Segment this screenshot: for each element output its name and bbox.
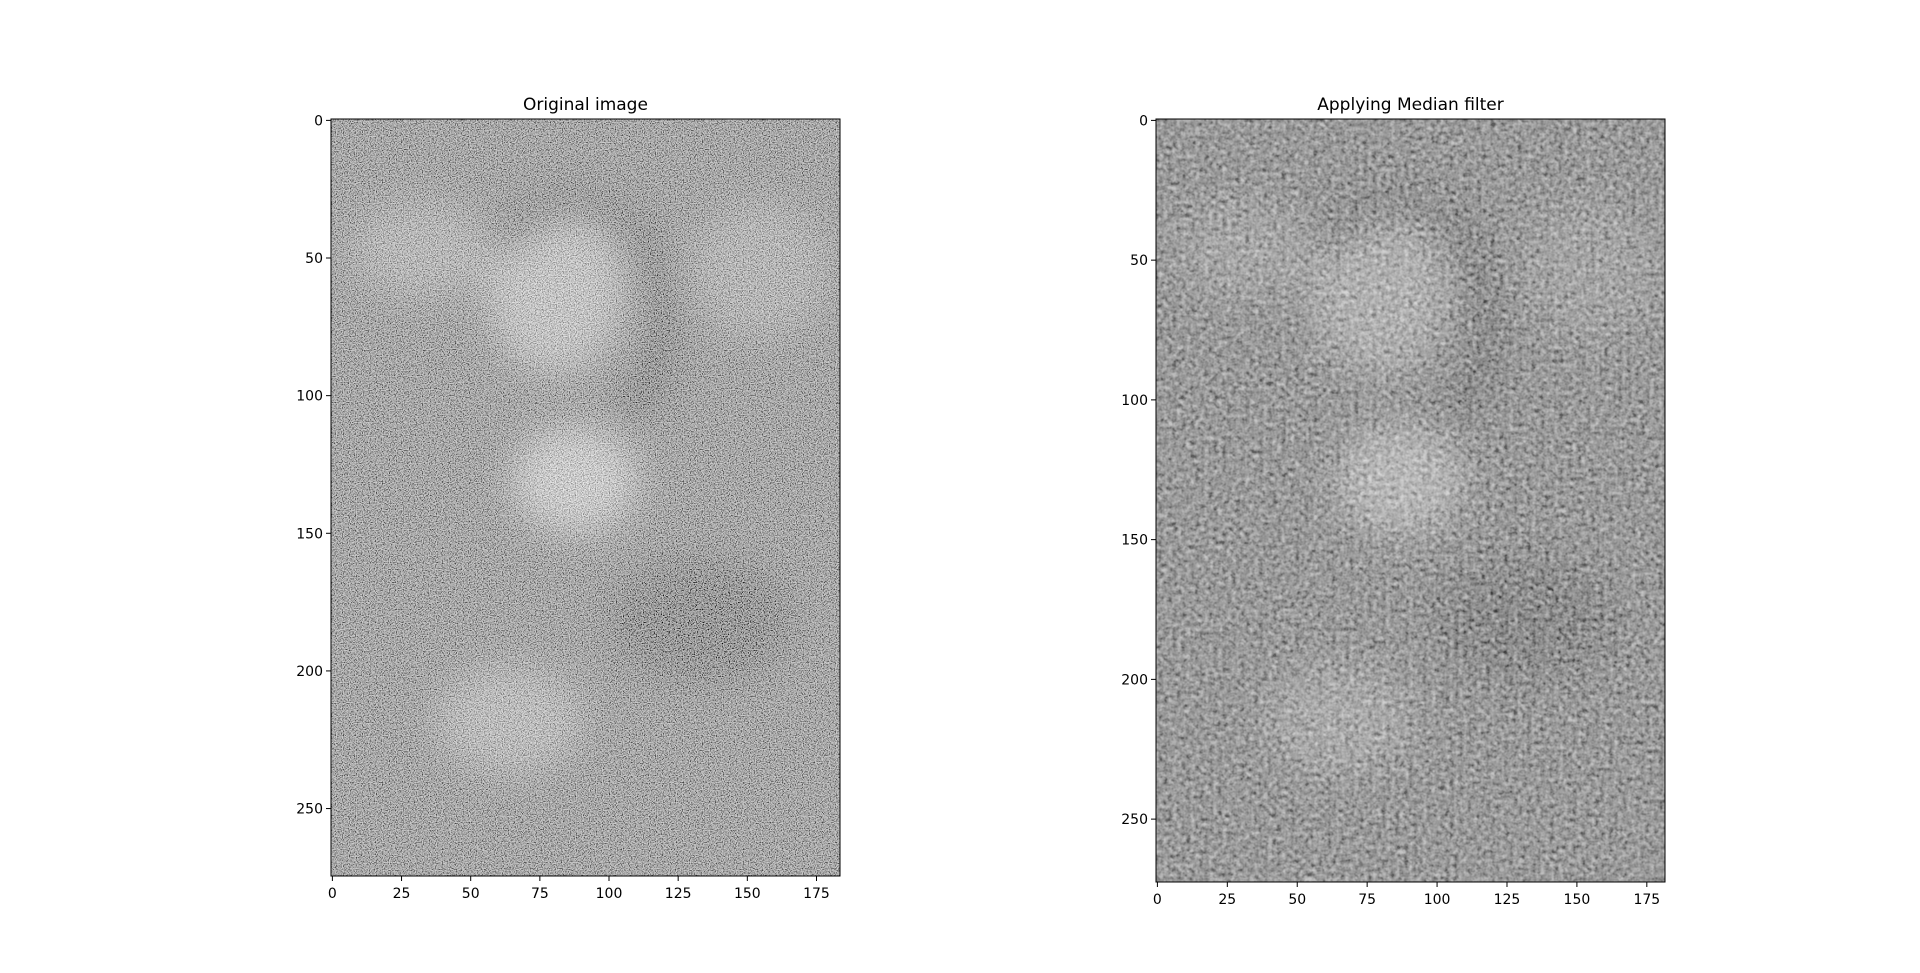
y-tick-label: 100 [296,389,323,405]
axes-frame [330,118,841,877]
x-tick-75: 75 [531,876,549,902]
x-tick-25: 25 [1218,882,1236,908]
x-tick-0: 0 [1153,882,1162,908]
y-tick-label: 0 [1139,113,1148,129]
y-tick-50: 50 [305,251,331,267]
x-tick-100: 100 [596,876,623,902]
x-tick-label: 175 [803,886,830,902]
x-tick-125: 125 [1494,882,1521,908]
y-tick-label: 100 [1121,393,1148,409]
x-tick-175: 175 [1633,882,1660,908]
panel-original: Original image 0 25 50 75 100 125 150 175 [296,95,841,902]
x-tick-50: 50 [462,876,480,902]
image-original [331,119,840,876]
y-tick-150: 150 [1121,533,1156,549]
y-tick-0: 0 [1139,113,1156,129]
x-tick-label: 100 [596,886,623,902]
x-axis: 0 25 50 75 100 125 150 175 [328,876,830,902]
y-tick-label: 250 [1121,812,1148,828]
x-tick-label: 150 [1564,892,1591,908]
x-tick-label: 25 [393,886,411,902]
x-axis: 0 25 50 75 100 125 150 175 [1153,882,1660,908]
y-axis: 0 50 100 150 200 250 [1121,113,1156,828]
x-tick-175: 175 [803,876,830,902]
y-tick-label: 150 [296,526,323,542]
x-tick-150: 150 [734,876,761,902]
x-tick-label: 0 [328,886,337,902]
panel-median: Applying Median filter 0 25 50 75 100 125 150 1… [1121,95,1666,908]
y-tick-100: 100 [1121,393,1156,409]
x-tick-125: 125 [665,876,692,902]
x-tick-0: 0 [328,876,337,902]
y-tick-100: 100 [296,389,331,405]
x-tick-label: 125 [1494,892,1521,908]
x-tick-75: 75 [1358,882,1376,908]
y-tick-50: 50 [1130,253,1156,269]
panel-title: Applying Median filter [1317,95,1503,115]
x-tick-label: 50 [462,886,480,902]
y-tick-label: 200 [1121,672,1148,688]
y-tick-200: 200 [296,664,331,680]
y-tick-250: 250 [1121,812,1156,828]
x-tick-label: 175 [1633,892,1660,908]
x-tick-label: 150 [734,886,761,902]
x-tick-label: 75 [1358,892,1376,908]
y-tick-label: 200 [296,664,323,680]
y-tick-200: 200 [1121,672,1156,688]
y-tick-label: 0 [314,113,323,129]
y-axis: 0 50 100 150 200 250 [296,113,331,818]
x-tick-label: 125 [665,886,692,902]
x-tick-label: 0 [1153,892,1162,908]
image-median [1156,119,1665,882]
x-tick-25: 25 [393,876,411,902]
axes-frame [1155,118,1666,883]
x-tick-150: 150 [1564,882,1591,908]
y-tick-label: 50 [1130,253,1148,269]
x-tick-label: 75 [531,886,549,902]
y-tick-0: 0 [314,113,331,129]
y-tick-150: 150 [296,526,331,542]
x-tick-50: 50 [1288,882,1306,908]
x-tick-100: 100 [1424,882,1451,908]
y-tick-label: 50 [305,251,323,267]
y-tick-label: 250 [296,802,323,818]
x-tick-label: 50 [1288,892,1306,908]
panel-title: Original image [523,95,648,115]
x-tick-label: 25 [1218,892,1236,908]
x-tick-label: 100 [1424,892,1451,908]
y-tick-label: 150 [1121,533,1148,549]
y-tick-250: 250 [296,802,331,818]
